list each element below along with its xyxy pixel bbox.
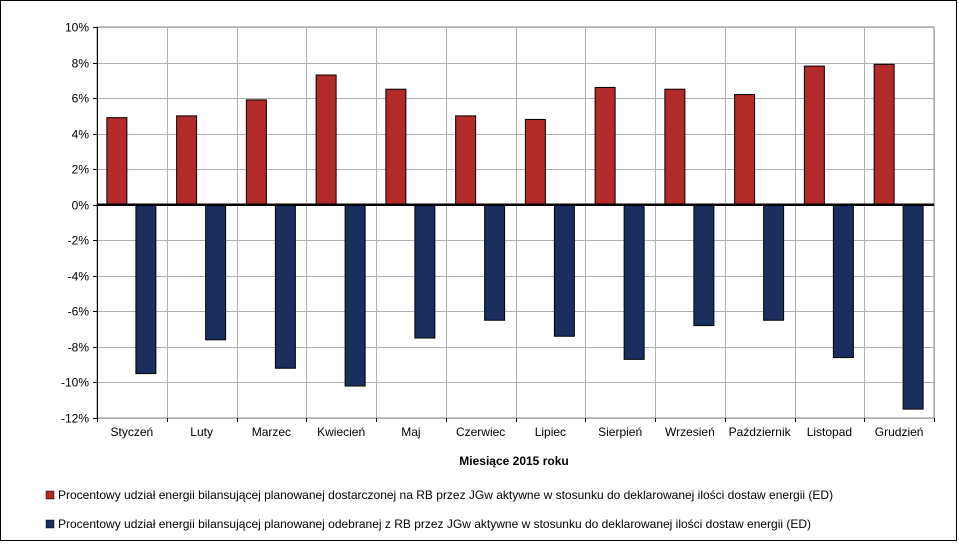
bar-series-2 — [902, 204, 924, 410]
bar-series-2 — [623, 204, 645, 360]
bar-series-2 — [832, 204, 854, 359]
x-tick-label: Październik — [729, 425, 792, 439]
bar-series-1 — [455, 115, 477, 206]
legend-label: Procentowy udział energii bilansującej p… — [58, 488, 833, 502]
bar-series-2 — [135, 204, 157, 375]
y-tick-label: 10% — [65, 21, 89, 35]
x-tick-label: Luty — [190, 425, 213, 439]
x-tick-label: Lipiec — [535, 425, 566, 439]
bar-series-2 — [693, 204, 715, 327]
bar-series-2 — [414, 204, 436, 339]
bar-series-1 — [803, 65, 825, 206]
bar-series-1 — [524, 118, 546, 206]
bar-series-1 — [734, 94, 756, 206]
y-tick-label: 8% — [72, 57, 90, 71]
y-tick-label: 6% — [72, 92, 90, 106]
x-tick-label: Marzec — [252, 425, 291, 439]
bar-series-1 — [594, 86, 616, 206]
bar-series-1 — [106, 117, 128, 206]
y-tick-label: -4% — [68, 270, 90, 284]
y-tick-label: -8% — [68, 341, 90, 355]
legend-label: Procentowy udział energii bilansującej p… — [58, 517, 811, 531]
bar-series-1 — [873, 63, 895, 206]
y-tick-label: 2% — [72, 163, 90, 177]
y-tick-label: -10% — [61, 376, 89, 390]
x-tick-label: Sierpień — [598, 425, 642, 439]
bar-series-1 — [385, 88, 407, 206]
bar-series-1 — [245, 99, 267, 206]
legend: Procentowy udział energii bilansującej p… — [45, 488, 833, 531]
bar-series-2 — [763, 204, 785, 321]
bar-series-2 — [553, 204, 575, 337]
axes — [93, 27, 935, 422]
x-tick-label: Kwiecień — [317, 425, 365, 439]
x-tick-label: Czerwiec — [456, 425, 505, 439]
x-tick-label: Wrzesień — [665, 425, 715, 439]
y-tick-label: -6% — [68, 305, 90, 319]
x-tick-label: Listopad — [807, 425, 852, 439]
bars — [106, 63, 924, 410]
bar-series-2 — [484, 204, 506, 321]
x-tick-label: Styczeń — [111, 425, 154, 439]
x-tick-label: Maj — [401, 425, 420, 439]
y-tick-label: 0% — [72, 199, 90, 213]
bar-series-1 — [315, 74, 337, 206]
bar-series-2 — [344, 204, 366, 387]
legend-swatch — [45, 519, 55, 529]
bar-series-2 — [205, 204, 227, 341]
y-tick-label: -12% — [61, 412, 89, 426]
y-tick-label: -2% — [68, 234, 90, 248]
bar-series-1 — [176, 115, 198, 206]
x-tick-label: Grudzień — [875, 425, 924, 439]
bar-series-1 — [664, 88, 686, 206]
legend-swatch — [45, 490, 55, 500]
y-tick-label: 4% — [72, 128, 90, 142]
bar-series-2 — [274, 204, 296, 369]
tick-labels: -12% -10% -8% -6% -4% -2% 0% 2% 4% 6% 8% 10% Styczeń… — [61, 21, 923, 440]
x-axis-title: Miesiące 2015 roku — [459, 454, 568, 468]
